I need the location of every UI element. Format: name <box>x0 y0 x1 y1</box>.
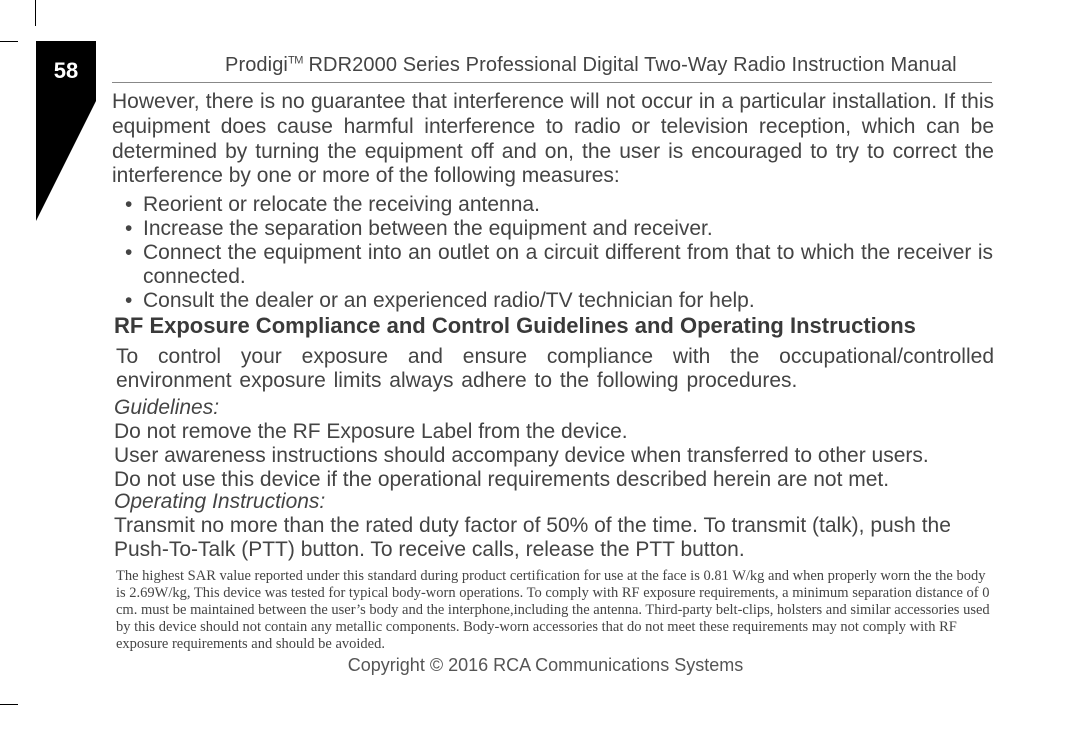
guidelines-label: Guidelines: <box>114 396 219 420</box>
list-item: • Reorient or relocate the receiving ant… <box>125 193 993 217</box>
bullet-text: Consult the dealer or an experienced rad… <box>143 289 993 313</box>
crop-mark <box>0 704 18 705</box>
copyright-footer: Copyright © 2016 RCA Communications Syst… <box>0 655 1091 676</box>
intro-paragraph: However, there is no guarantee that inte… <box>112 90 994 189</box>
section-heading: RF Exposure Compliance and Control Guide… <box>114 313 916 339</box>
guideline-item: User awareness instructions should accom… <box>114 444 994 468</box>
header-brand: Prodigi <box>225 54 288 76</box>
crop-mark <box>35 0 36 26</box>
bullet-list: • Reorient or relocate the receiving ant… <box>125 193 993 313</box>
header-title: RDR2000 Series Professional Digital Two-… <box>303 54 957 76</box>
bullet-text: Connect the equipment into an outlet on … <box>143 241 993 289</box>
page-header: ProdigiTM RDR2000 Series Professional Di… <box>225 54 995 77</box>
operating-instructions-text: Transmit no more than the rated duty fac… <box>114 514 994 563</box>
list-item: • Increase the separation between the eq… <box>125 217 993 241</box>
bullet-icon: • <box>125 193 143 217</box>
bullet-text: Reorient or relocate the receiving anten… <box>143 193 993 217</box>
list-item: • Consult the dealer or an experienced r… <box>125 289 993 313</box>
guideline-item: Do not use this device if the operationa… <box>114 468 994 492</box>
page-number: 58 <box>36 41 96 101</box>
bullet-text: Increase the separation between the equi… <box>143 217 993 241</box>
rf-paragraph: To control your exposure and ensure comp… <box>116 345 994 394</box>
list-item: • Connect the equipment into an outlet o… <box>125 241 993 289</box>
guidelines-list: Do not remove the RF Exposure Label from… <box>114 420 994 492</box>
guideline-item: Do not remove the RF Exposure Label from… <box>114 420 994 444</box>
operating-instructions-label: Operating Instructions: <box>114 490 325 514</box>
crop-mark <box>0 41 18 42</box>
page-number-tab: 58 <box>36 41 106 223</box>
bullet-icon: • <box>125 241 143 289</box>
bullet-icon: • <box>125 217 143 241</box>
header-underline <box>112 82 992 83</box>
trademark-symbol: TM <box>288 54 303 66</box>
bullet-icon: • <box>125 289 143 313</box>
sar-fine-print: The highest SAR value reported under thi… <box>116 568 994 654</box>
